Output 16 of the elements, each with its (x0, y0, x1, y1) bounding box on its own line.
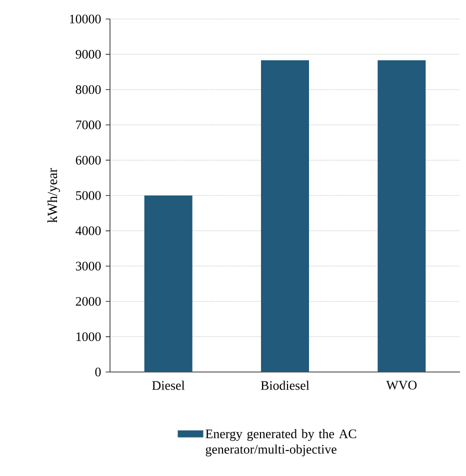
y-tick-label: 3000 (76, 262, 101, 270)
legend-label: Energy generated by the AC generator/multi-objective (206, 429, 356, 456)
y-tick-label: 8000 (76, 85, 101, 94)
y-tick-label: 0 (95, 368, 101, 376)
x-tick-label: WVO (386, 380, 417, 390)
y-tick-label: 2000 (76, 297, 101, 306)
y-tick-label: 9000 (76, 50, 101, 59)
y-tick-label: 7000 (76, 120, 101, 130)
y-tick-label: 1000 (76, 332, 101, 342)
y-tick-label: 10000 (70, 14, 101, 24)
x-tick-label: Biodiesel (260, 380, 310, 390)
y-axis-title: kWh/year (47, 168, 60, 223)
y-tick-label: 4000 (76, 226, 101, 236)
y-tick-label: 6000 (76, 156, 101, 165)
y-tick-label: 5000 (76, 191, 101, 200)
x-tick-label: Diesel (152, 380, 185, 390)
